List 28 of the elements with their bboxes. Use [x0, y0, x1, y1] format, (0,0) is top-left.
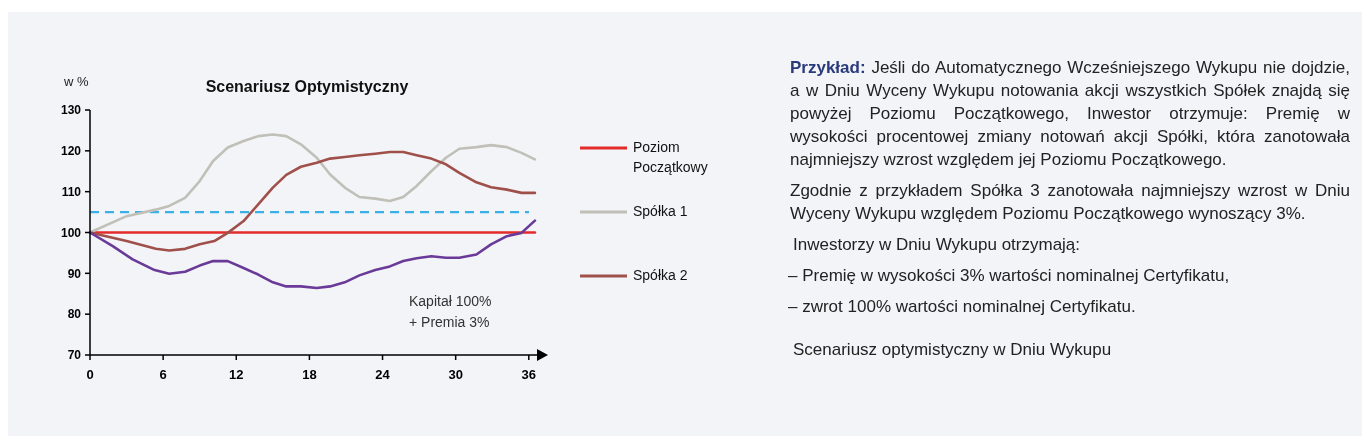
text: – Premię w wysokości 3% wartości nominalnej Certyfikatu, [788, 265, 1231, 287]
x-tick-label: 36 [521, 367, 537, 382]
x-tick-label: 6 [159, 367, 167, 382]
y-tick-label: 110 [61, 184, 82, 199]
y-tick-label: 70 [67, 348, 82, 363]
x-tick-label: 12 [229, 367, 244, 382]
legend-label: Spółka 1 [633, 203, 688, 219]
text: Scenariusz optymistyczny w Dniu Wykupu [793, 339, 1113, 361]
line-series [88, 219, 537, 290]
text: Inwestorzy w Dniu Wykupu otrzymają: [793, 234, 1082, 256]
text: Zgodnie z przykładem Spółka 3 zanotowała najmniejszy wzrost w Dniu Wyceny Wykupu względem Poziomu Początkowego wynoszący 3%. [790, 180, 1350, 225]
y-tick-label: 120 [60, 144, 82, 159]
legend-label: Poziom Początkowy [633, 139, 708, 175]
x-tick-label: 24 [375, 367, 391, 382]
text: – zwrot 100% wartości nominalnej Certyfikatu. [788, 296, 1137, 318]
y-tick-label: 100 [60, 225, 82, 240]
y-axis-title: w % [63, 74, 89, 89]
line-series [88, 133, 537, 234]
x-tick-label: 18 [302, 367, 317, 382]
y-tick-label: 90 [67, 266, 82, 281]
annotation: Kapitał 100% + Premia 3% [409, 293, 492, 330]
y-tick-label: 130 [60, 103, 82, 118]
legend-label: Spółka 2 [633, 267, 688, 283]
x-tick-label: 0 [86, 367, 94, 382]
y-tick-label: 80 [67, 307, 82, 322]
text: Przykład: [790, 58, 866, 77]
x-tick-label: 30 [448, 367, 463, 382]
chart-title: Scenariusz Optymistyczny [205, 78, 409, 95]
